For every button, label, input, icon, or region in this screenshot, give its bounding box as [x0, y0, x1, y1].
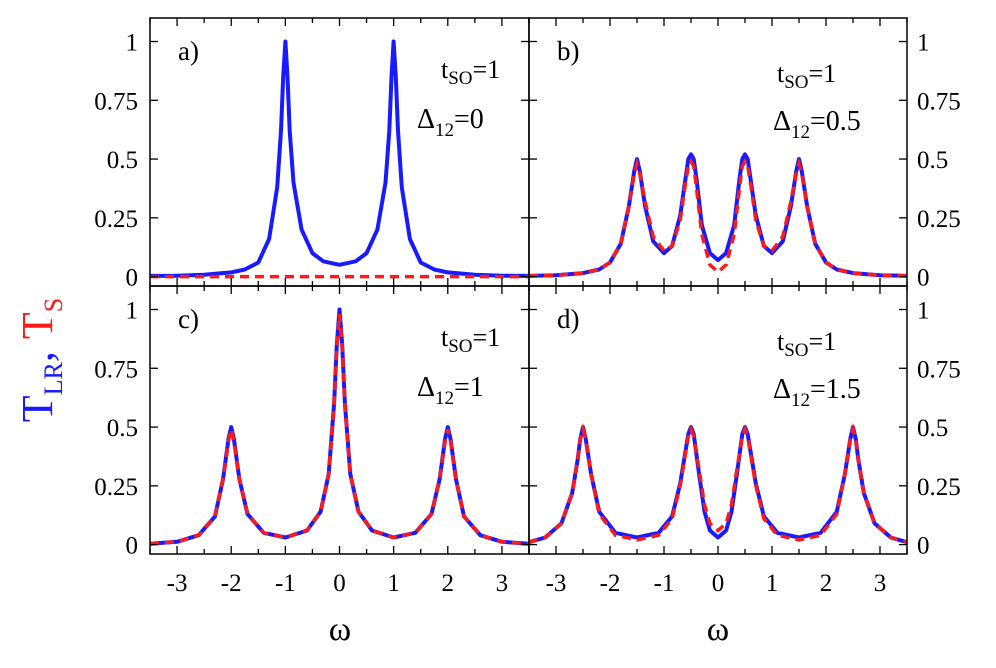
y-tick-label: 1 — [126, 30, 139, 57]
y-tick-label: 1 — [917, 30, 930, 57]
tso-annotation-b: tSO=1 — [777, 59, 836, 93]
panel-frame-d — [528, 285, 908, 555]
y-label-separator: , — [13, 351, 62, 362]
x-tick-label: 2 — [442, 570, 455, 597]
delta12-annotation-d: Δ12=1.5 — [773, 374, 861, 411]
y-tick-label: 0.25 — [917, 474, 961, 501]
x-tick-label: -2 — [221, 570, 242, 597]
panel-label-a: a) — [178, 36, 199, 66]
panel-label-c: c) — [178, 304, 199, 334]
y-tick-label: 1 — [917, 298, 930, 325]
y-tick-label: 0.5 — [917, 147, 948, 174]
panel-label-b: b) — [557, 36, 580, 66]
y-tick-label: 0.75 — [917, 356, 961, 383]
tso-annotation-a: tSO=1 — [441, 55, 500, 89]
x-tick-label: -2 — [600, 570, 621, 597]
panel-c: 0 0.25 0.5 0.75 1 -3 -2 -1 0 1 2 3 c) tSO=1 Δ12=1 — [94, 285, 530, 597]
y-tick-label: 0.75 — [917, 88, 961, 115]
y-tick-label: 0.5 — [107, 415, 138, 442]
x-axis-label-right: ω — [707, 611, 729, 648]
panel-a: 0 0.25 0.5 0.75 1 a) tSO=1 Δ12=0 — [94, 17, 530, 292]
delta12-annotation-b: Δ12=0.5 — [773, 106, 861, 143]
series-t-s-line-c — [149, 314, 530, 546]
tso-annotation-d: tSO=1 — [777, 327, 836, 361]
y-tick-label: 0 — [917, 533, 930, 560]
series-t-lr-line-a — [149, 39, 530, 278]
y-tick-label: 0 — [917, 265, 930, 292]
delta12-annotation-a: Δ12=0 — [417, 104, 484, 141]
x-tick-label: 3 — [496, 570, 509, 597]
x-tick-label: -1 — [654, 570, 675, 597]
y-label-t-s: T — [13, 312, 62, 339]
panel-b: 0 0.25 0.5 0.75 1 b) tSO=1 Δ12=0.5 — [528, 17, 961, 292]
panel-d: 0 0.25 0.5 0.75 1 -3 -2 -1 0 1 2 3 d) tSO=1 Δ12=1.5 — [528, 285, 961, 597]
y-tick-label: 1 — [126, 298, 139, 325]
x-tick-label: -1 — [275, 570, 296, 597]
x-tick-label: 3 — [874, 570, 887, 597]
x-tick-label: 2 — [820, 570, 833, 597]
y-label-t-lr-sub: LR — [39, 361, 68, 395]
x-tick-label: 1 — [387, 570, 400, 597]
y-axis-label: TLR,TS — [13, 298, 68, 422]
series-t-s-line-b — [528, 157, 908, 278]
y-tick-label: 0.25 — [917, 206, 961, 233]
x-axis-label-left: ω — [329, 611, 351, 648]
x-tick-label: 0 — [333, 570, 346, 597]
y-tick-label: 0.75 — [94, 88, 138, 115]
y-tick-label: 0.25 — [94, 474, 138, 501]
y-tick-label: 0.5 — [917, 415, 948, 442]
panel-label-d: d) — [557, 304, 580, 334]
y-tick-label: 0.25 — [94, 206, 138, 233]
x-tick-label: 1 — [766, 570, 779, 597]
panel-frame-b — [528, 17, 908, 287]
y-tick-label: 0.75 — [94, 356, 138, 383]
series-t-lr-line-b — [528, 152, 908, 278]
y-label-t-s-sub: S — [39, 298, 68, 312]
panels: 0 0.25 0.5 0.75 1 a) tSO=1 Δ12=0 0 0.25 0.5 0.75 1 b)… — [94, 17, 961, 597]
y-label-t-lr: T — [13, 395, 62, 422]
tso-annotation-c: tSO=1 — [441, 323, 500, 357]
y-tick-label: 0.5 — [107, 147, 138, 174]
y-tick-label: 0 — [126, 533, 139, 560]
series-t-s-line-d — [528, 423, 908, 544]
delta12-annotation-c: Δ12=1 — [417, 372, 484, 409]
x-tick-label: -3 — [167, 570, 188, 597]
x-tick-label: 0 — [712, 570, 725, 597]
y-tick-label: 0 — [126, 265, 139, 292]
x-tick-label: -3 — [546, 570, 567, 597]
